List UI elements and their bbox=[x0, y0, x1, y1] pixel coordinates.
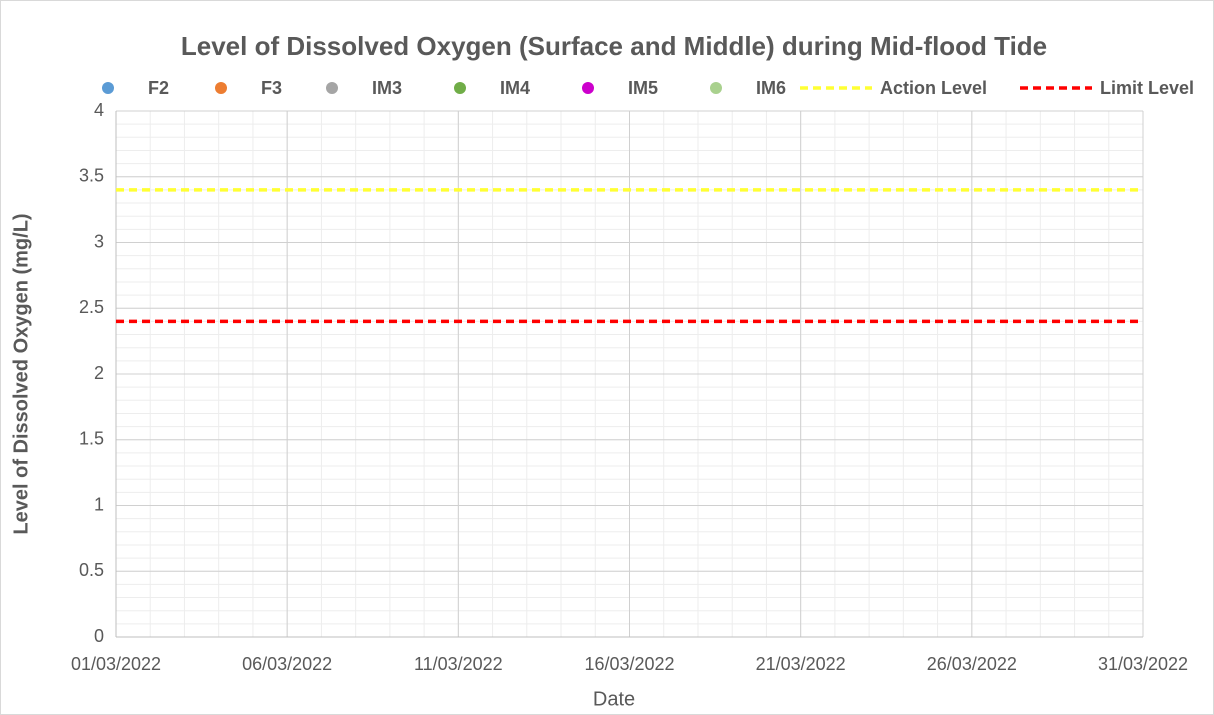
legend-marker bbox=[215, 82, 227, 94]
legend-label: IM3 bbox=[372, 78, 402, 98]
legend-label: Limit Level bbox=[1100, 78, 1194, 98]
x-tick-label: 21/03/2022 bbox=[756, 654, 846, 674]
x-tick-label: 01/03/2022 bbox=[71, 654, 161, 674]
x-tick-label: 16/03/2022 bbox=[584, 654, 674, 674]
legend-marker bbox=[102, 82, 114, 94]
y-tick-label: 0.5 bbox=[79, 560, 104, 580]
legend-label: F2 bbox=[148, 78, 169, 98]
x-tick-label: 26/03/2022 bbox=[927, 654, 1017, 674]
legend-marker bbox=[582, 82, 594, 94]
y-tick-label: 1 bbox=[94, 494, 104, 514]
legend-label: F3 bbox=[261, 78, 282, 98]
y-tick-label: 2.5 bbox=[79, 297, 104, 317]
y-tick-label: 3.5 bbox=[79, 166, 104, 186]
x-axis-label: Date bbox=[593, 688, 635, 710]
y-axis-label: Level of Dissolved Oxygen (mg/L) bbox=[10, 213, 32, 534]
legend-label: IM6 bbox=[756, 78, 786, 98]
y-tick-label: 4 bbox=[94, 100, 104, 120]
legend-marker bbox=[454, 82, 466, 94]
x-tick-label: 31/03/2022 bbox=[1098, 654, 1188, 674]
y-tick-label: 0 bbox=[94, 626, 104, 646]
legend-marker bbox=[326, 82, 338, 94]
legend-label: IM5 bbox=[628, 78, 658, 98]
legend-label: IM4 bbox=[500, 78, 530, 98]
legend-marker bbox=[710, 82, 722, 94]
x-tick-label: 11/03/2022 bbox=[414, 654, 503, 674]
y-tick-label: 1.5 bbox=[79, 429, 104, 449]
y-tick-label: 3 bbox=[94, 231, 104, 251]
legend-label: Action Level bbox=[880, 78, 987, 98]
x-tick-label: 06/03/2022 bbox=[242, 654, 332, 674]
chart-title: Level of Dissolved Oxygen (Surface and M… bbox=[181, 31, 1047, 61]
y-tick-label: 2 bbox=[94, 363, 104, 383]
